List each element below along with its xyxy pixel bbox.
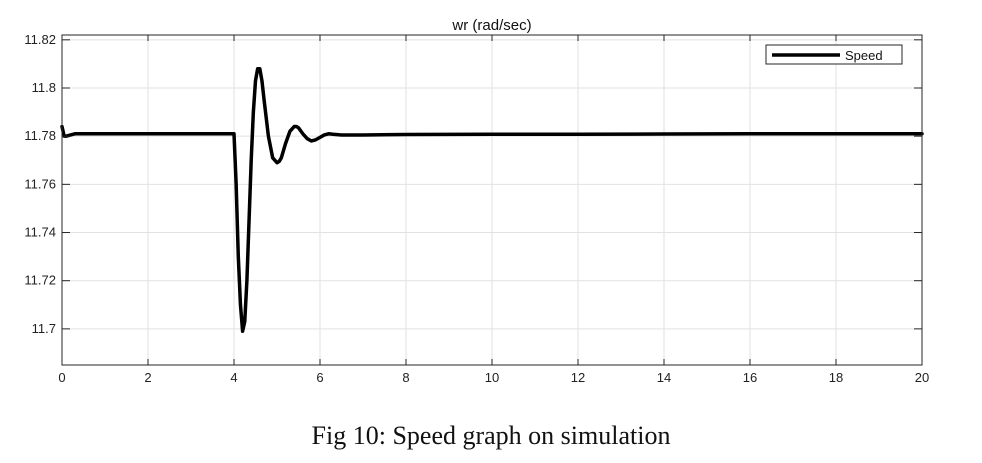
y-tick-label: 11.7	[32, 321, 56, 336]
figure-caption: Fig 10: Speed graph on simulation	[311, 421, 671, 450]
speed-chart: 0 2 4 6 8 10 12 14 16 18 20 11.711.7211.7411.7611.…	[24, 17, 929, 385]
y-tick-label: 11.78	[24, 128, 56, 143]
x-tick-label: 4	[230, 370, 237, 385]
legend: Speed	[765, 44, 903, 65]
x-tick-label: 14	[657, 370, 671, 385]
x-tick-label: 16	[743, 370, 757, 385]
x-tick-label: 6	[316, 370, 323, 385]
series-line-speed	[60, 66, 924, 334]
y-tick-label: 11.72	[24, 273, 56, 288]
x-tick-label: 0	[58, 370, 65, 385]
x-tick-label: 10	[485, 370, 499, 385]
legend-label-speed: Speed	[845, 48, 883, 63]
x-tick-label: 12	[571, 370, 585, 385]
y-tick-labels: 11.7 11.72 11.74 11.76 11.78 11.8 11.82	[24, 32, 56, 336]
x-tick-label: 20	[915, 370, 929, 385]
y-tick-label: 11.8	[32, 80, 56, 95]
series-layer	[60, 66, 924, 334]
y-tick-label: 11.74	[24, 225, 56, 240]
y-tick-label: 11.82	[24, 32, 56, 47]
x-tick-label: 18	[829, 370, 843, 385]
x-tick-label: 2	[144, 370, 151, 385]
x-tick-label: 8	[402, 370, 409, 385]
x-tick-labels: 0 2 4 6 8 10 12 14 16 18 20	[58, 370, 929, 385]
y-tick-label: 11.76	[24, 176, 56, 191]
tick-marks	[61, 35, 923, 365]
chart-title: wr (rad/sec)	[451, 17, 531, 34]
